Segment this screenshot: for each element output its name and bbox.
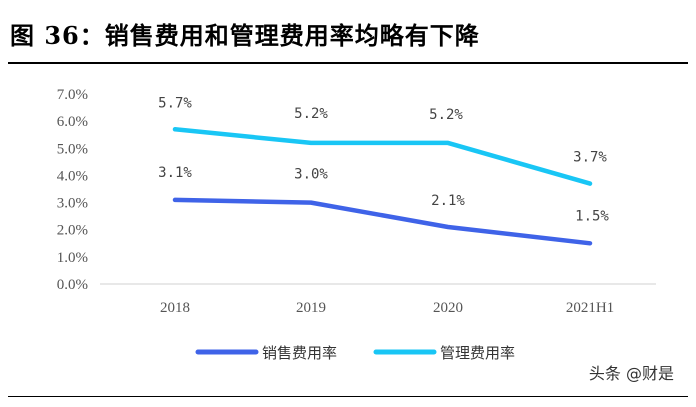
title-divider	[8, 62, 688, 64]
legend-label: 管理费用率	[440, 344, 515, 362]
bottom-divider	[8, 396, 688, 397]
x-axis-ticks: 2018 2019 2020 2021H1	[160, 300, 614, 316]
data-label: 5.7%	[158, 95, 192, 111]
x-tick-label: 2018	[160, 300, 190, 316]
series-line-sales-expense-ratio	[172, 197, 593, 246]
y-tick-label: 3.0%	[57, 196, 88, 212]
y-tick-label: 4.0%	[57, 168, 88, 184]
y-tick-label: 5.0%	[57, 141, 88, 157]
y-tick-label: 0.0%	[57, 277, 88, 293]
legend-label: 销售费用率	[262, 344, 337, 362]
data-label: 1.5%	[575, 208, 609, 224]
data-labels: 3.1% 3.0% 2.1% 1.5% 5.7% 5.2% 5.2% 3.7%	[158, 95, 609, 224]
data-label: 3.0%	[294, 167, 328, 183]
series-line-admin-expense-ratio	[172, 127, 593, 186]
data-label: 3.7%	[573, 150, 607, 166]
y-axis-ticks: 0.0% 1.0% 2.0% 3.0% 4.0% 5.0% 6.0% 7.0%	[57, 87, 88, 293]
data-label: 3.1%	[158, 165, 192, 181]
y-tick-label: 2.0%	[57, 223, 88, 239]
watermark: 头条 @财是	[588, 364, 674, 383]
x-tick-label: 2020	[433, 300, 463, 316]
x-tick-label: 2021H1	[566, 300, 614, 316]
y-tick-label: 7.0%	[57, 87, 88, 103]
data-label: 5.2%	[429, 107, 463, 123]
y-tick-label: 1.0%	[57, 250, 88, 266]
y-tick-label: 6.0%	[57, 114, 88, 130]
data-label: 2.1%	[431, 193, 465, 209]
x-tick-label: 2019	[296, 300, 326, 316]
series-lines	[172, 127, 593, 246]
page-title: 图 36：销售费用和管理费用率均略有下降	[10, 21, 480, 50]
data-label: 5.2%	[294, 106, 328, 122]
legend: 销售费用率 管理费用率	[195, 344, 515, 362]
